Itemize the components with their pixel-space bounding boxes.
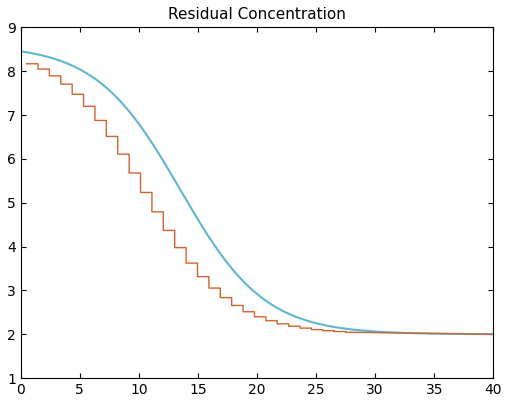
Title: Residual Concentration: Residual Concentration [168, 7, 346, 22]
